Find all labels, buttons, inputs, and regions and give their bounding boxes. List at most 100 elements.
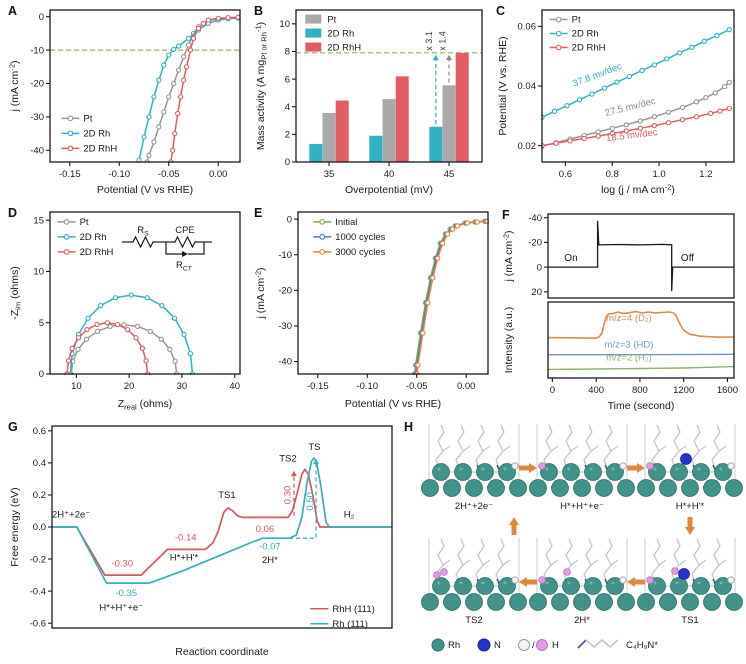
svg-text:2D RhH: 2D RhH bbox=[80, 247, 114, 258]
svg-text:37.8 mv/dec: 37.8 mv/dec bbox=[571, 61, 623, 90]
svg-text:TS1: TS1 bbox=[681, 615, 698, 626]
svg-text:4: 4 bbox=[285, 102, 290, 113]
svg-text:N: N bbox=[494, 640, 501, 651]
svg-text:H*+H'*: H*+H'* bbox=[170, 553, 199, 564]
svg-text:0.06: 0.06 bbox=[518, 22, 537, 33]
svg-text:20: 20 bbox=[124, 381, 135, 392]
panel-d-eis-chart: 10 20 30 40 0 5 10 15 Zreal (ohms) -Zim (ohms) Pt 2… bbox=[6, 204, 250, 412]
svg-text:5: 5 bbox=[39, 318, 44, 329]
panel-e-stability-chart: -0.15 -0.10 -0.05 0.00 0 -10 -20 -30 -40 Potentia… bbox=[252, 204, 498, 412]
svg-text:Rh (111): Rh (111) bbox=[332, 619, 368, 630]
svg-text:j (mA cm-2): j (mA cm-2) bbox=[8, 60, 22, 112]
svg-text:log (j / mA cm-2): log (j / mA cm-2) bbox=[601, 183, 675, 197]
svg-text:-30: -30 bbox=[278, 321, 292, 332]
svg-text:2: 2 bbox=[285, 130, 290, 141]
svg-text:-0.15: -0.15 bbox=[307, 381, 329, 392]
svg-text:0.02: 0.02 bbox=[518, 141, 537, 152]
svg-text:-40: -40 bbox=[528, 213, 542, 224]
svg-text:1.0: 1.0 bbox=[652, 169, 665, 180]
svg-text:H*+H⁺+e⁻: H*+H⁺+e⁻ bbox=[560, 501, 604, 512]
svg-text:x 1.4: x 1.4 bbox=[437, 31, 447, 51]
svg-text:Time (second): Time (second) bbox=[608, 400, 675, 412]
svg-text:30: 30 bbox=[177, 381, 188, 392]
svg-text:-0.6: -0.6 bbox=[30, 618, 46, 629]
svg-text:0.0: 0.0 bbox=[33, 522, 46, 533]
svg-text:2H*: 2H* bbox=[262, 555, 278, 566]
svg-text:8: 8 bbox=[285, 47, 290, 58]
svg-text:x 3.1: x 3.1 bbox=[424, 31, 434, 51]
svg-text:0.4: 0.4 bbox=[33, 458, 46, 469]
panel-f-mass-spec-charts: -40 -20 0 20 j (mA cm-2) On Off 0 400 800 1200 160… bbox=[500, 206, 744, 414]
svg-text:2H⁺+2e⁻: 2H⁺+2e⁻ bbox=[52, 509, 90, 520]
panel-b-letter: B bbox=[254, 4, 264, 18]
svg-text:Pt: Pt bbox=[80, 217, 89, 228]
svg-text:TS2: TS2 bbox=[465, 615, 482, 626]
svg-text:m/z=2 (H₂): m/z=2 (H₂) bbox=[606, 352, 652, 363]
ms-intensity-chart: 0 400 800 1200 1600 Time (second) Intensity (a… bbox=[503, 301, 738, 412]
svg-text:Potential (V vs. RHE): Potential (V vs. RHE) bbox=[497, 36, 509, 135]
panel-f-letter: F bbox=[502, 208, 510, 222]
svg-text:2D RhH: 2D RhH bbox=[327, 43, 361, 54]
svg-text:-10: -10 bbox=[278, 250, 292, 261]
panel-g-letter: G bbox=[8, 420, 18, 434]
svg-text:H: H bbox=[552, 640, 559, 651]
svg-text:j (mA cm-2): j (mA cm-2) bbox=[254, 267, 268, 319]
svg-text:Zreal (ohms): Zreal (ohms) bbox=[118, 398, 173, 412]
svg-text:3000 cycles: 3000 cycles bbox=[335, 247, 385, 258]
svg-text:-10: -10 bbox=[30, 45, 44, 56]
svg-text:Pt: Pt bbox=[572, 15, 581, 26]
svg-text:35: 35 bbox=[324, 169, 335, 180]
svg-text:-0.07: -0.07 bbox=[259, 541, 281, 552]
svg-text:2H*: 2H* bbox=[574, 615, 590, 626]
svg-text:1.2: 1.2 bbox=[699, 169, 712, 180]
svg-text:0.2: 0.2 bbox=[33, 490, 46, 501]
svg-text:-20: -20 bbox=[278, 286, 292, 297]
panel-a-lsv-chart: -0.15 -0.10 -0.05 0.00 0 -10 -20 -30 -40 Potentia… bbox=[6, 2, 250, 198]
svg-text:CPE: CPE bbox=[175, 225, 195, 236]
svg-text:2H⁺+2e⁻: 2H⁺+2e⁻ bbox=[455, 501, 493, 512]
svg-text:0.04: 0.04 bbox=[518, 81, 537, 92]
svg-text:10: 10 bbox=[33, 267, 44, 278]
svg-text:0.00: 0.00 bbox=[209, 169, 228, 180]
svg-text:0.8: 0.8 bbox=[606, 169, 619, 180]
svg-text:0: 0 bbox=[287, 214, 292, 225]
svg-text:TS2: TS2 bbox=[279, 453, 296, 464]
svg-text:On: On bbox=[564, 253, 577, 264]
svg-text:800: 800 bbox=[632, 385, 648, 396]
nyquist-eis-chart: 10 20 30 40 0 5 10 15 Zreal (ohms) -Zim (ohms) Pt 2… bbox=[9, 211, 241, 412]
svg-text:1200: 1200 bbox=[673, 385, 694, 396]
svg-text:-0.15: -0.15 bbox=[59, 169, 81, 180]
svg-text:TS: TS bbox=[308, 442, 320, 453]
svg-text:27.5 mv/dec: 27.5 mv/dec bbox=[604, 96, 657, 119]
svg-text:-0.2: -0.2 bbox=[30, 554, 46, 565]
svg-text:-0.14: -0.14 bbox=[175, 533, 197, 544]
svg-text:Rh: Rh bbox=[448, 640, 460, 651]
svg-text:RCT: RCT bbox=[176, 260, 193, 273]
mass-activity-bar-chart: 35 40 45 0 2 4 6 8 10 Overpotential (mV) Mass acti… bbox=[254, 9, 483, 196]
svg-text:Mass activity (A mgPt or Rh-1): Mass activity (A mgPt or Rh-1) bbox=[254, 22, 269, 150]
svg-text:0: 0 bbox=[285, 157, 290, 168]
svg-text:H₂: H₂ bbox=[344, 509, 355, 520]
svg-text:Reaction coordinate: Reaction coordinate bbox=[175, 646, 269, 658]
svg-text:400: 400 bbox=[588, 385, 604, 396]
svg-text:0: 0 bbox=[39, 369, 44, 380]
svg-text:-0.10: -0.10 bbox=[356, 381, 378, 392]
svg-text:45: 45 bbox=[444, 169, 455, 180]
svg-text:C₄H₉N*: C₄H₉N* bbox=[626, 640, 658, 651]
svg-text:Overpotential (mV): Overpotential (mV) bbox=[345, 184, 433, 196]
svg-text:2D RhH: 2D RhH bbox=[83, 143, 117, 154]
svg-text:-40: -40 bbox=[30, 146, 44, 157]
svg-text:m/z=3 (HD): m/z=3 (HD) bbox=[605, 340, 654, 351]
svg-text:-30: -30 bbox=[30, 112, 44, 123]
svg-text:2D Rh: 2D Rh bbox=[327, 29, 354, 40]
svg-text:Pt: Pt bbox=[83, 113, 92, 124]
svg-text:0.06: 0.06 bbox=[256, 524, 275, 535]
svg-text:0.50: 0.50 bbox=[305, 492, 316, 511]
current-time-chart: -40 -20 0 20 j (mA cm-2) On Off bbox=[502, 213, 735, 299]
svg-text:0: 0 bbox=[39, 12, 44, 23]
svg-text:-0.05: -0.05 bbox=[158, 169, 180, 180]
tafel-slope-chart: 0.6 0.8 1.0 1.2 0.02 0.04 0.06 log (j / mA cm-2… bbox=[497, 9, 735, 197]
panel-e-letter: E bbox=[254, 206, 263, 220]
atomic-structure-cycle: 2H⁺+2e⁻ H*+H⁺+e⁻ H*+H'* TS2 2H* TS1 Rh N / H C₄H₉N… bbox=[421, 424, 743, 652]
